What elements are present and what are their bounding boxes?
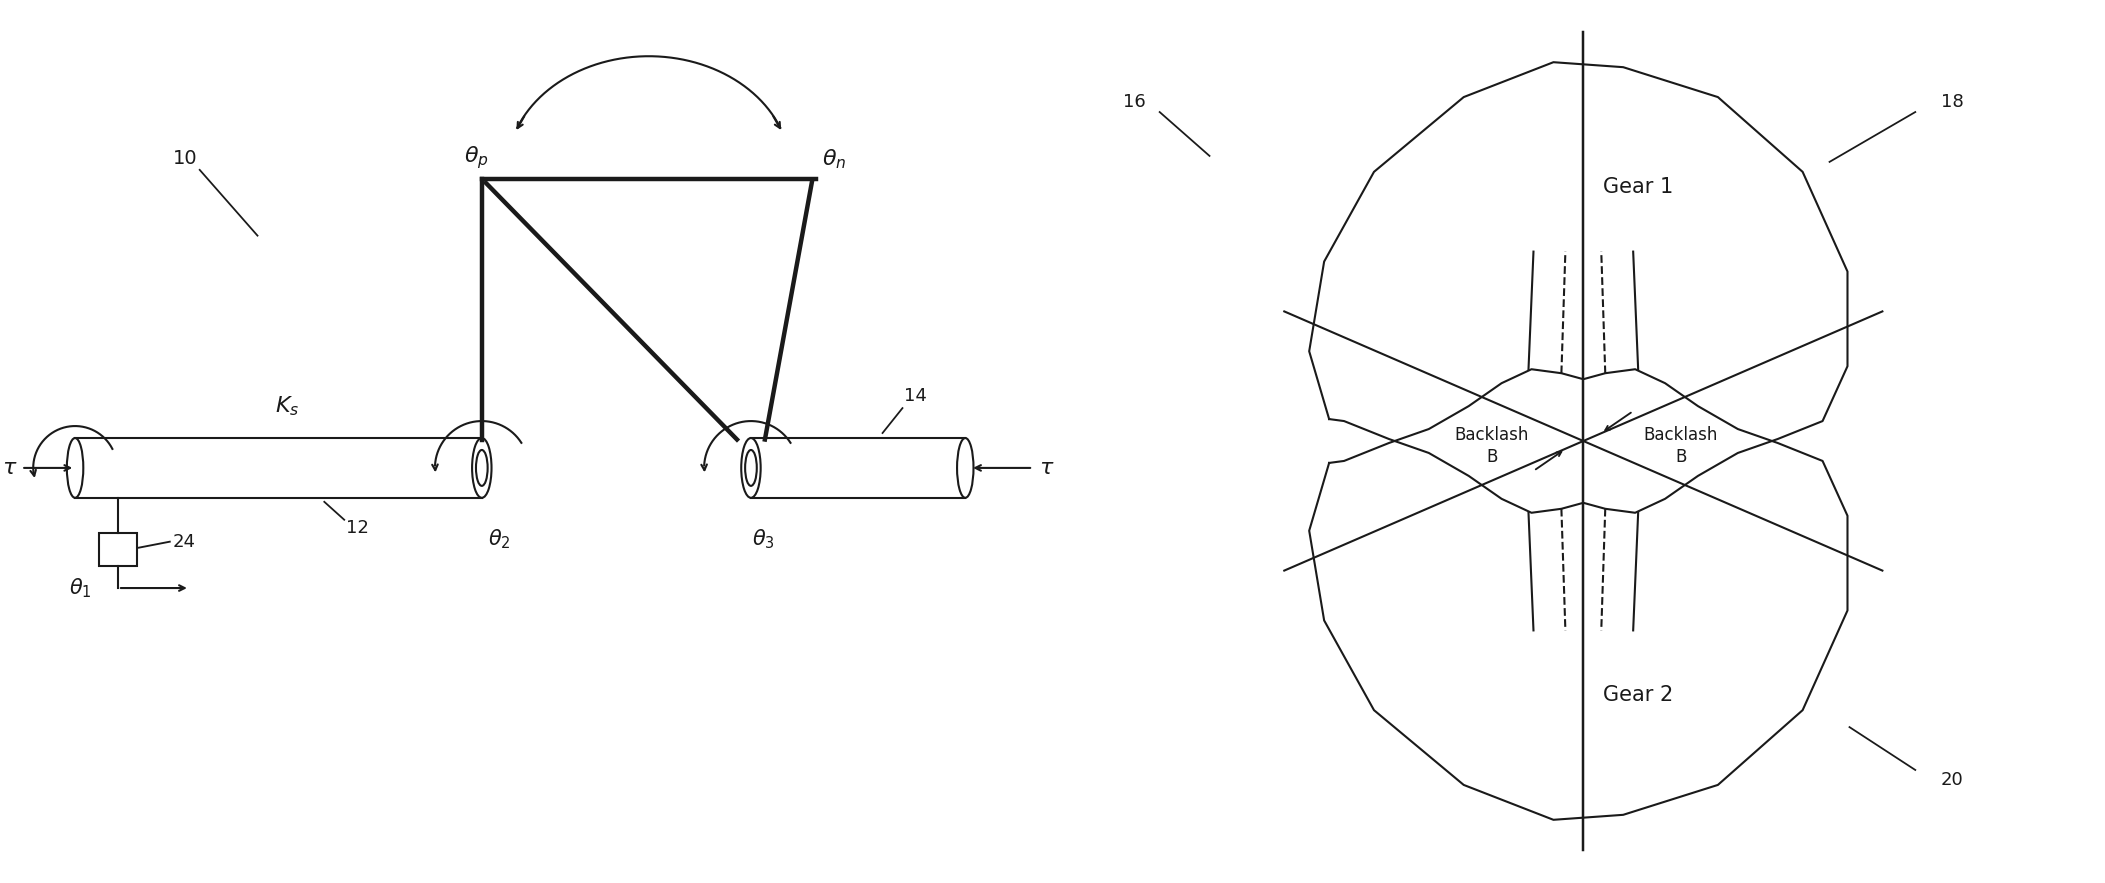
Bar (99, 533, 137, 566)
Text: Gear 1: Gear 1 (1604, 177, 1673, 197)
Text: $\tau$: $\tau$ (2, 457, 17, 479)
Text: Gear 2: Gear 2 (1604, 685, 1673, 706)
Text: 24: 24 (173, 532, 196, 551)
Text: 14: 14 (903, 387, 926, 405)
Text: 16: 16 (1124, 93, 1145, 111)
Text: Backlash
B: Backlash B (1455, 426, 1528, 466)
Text: $\theta_2$: $\theta_2$ (488, 528, 512, 552)
Text: 20: 20 (1941, 771, 1964, 789)
Text: 12: 12 (345, 518, 368, 537)
Text: $\tau$: $\tau$ (1040, 457, 1055, 479)
Text: $K_s$: $K_s$ (276, 395, 299, 418)
Text: $\theta_3$: $\theta_3$ (751, 528, 775, 552)
Text: $\theta_n$: $\theta_n$ (821, 147, 846, 170)
Text: Backlash
B: Backlash B (1644, 426, 1718, 466)
Text: $\theta_1$: $\theta_1$ (69, 577, 91, 600)
Text: 10: 10 (173, 149, 198, 169)
Text: $\theta_p$: $\theta_p$ (465, 144, 488, 170)
Text: 18: 18 (1941, 93, 1964, 111)
